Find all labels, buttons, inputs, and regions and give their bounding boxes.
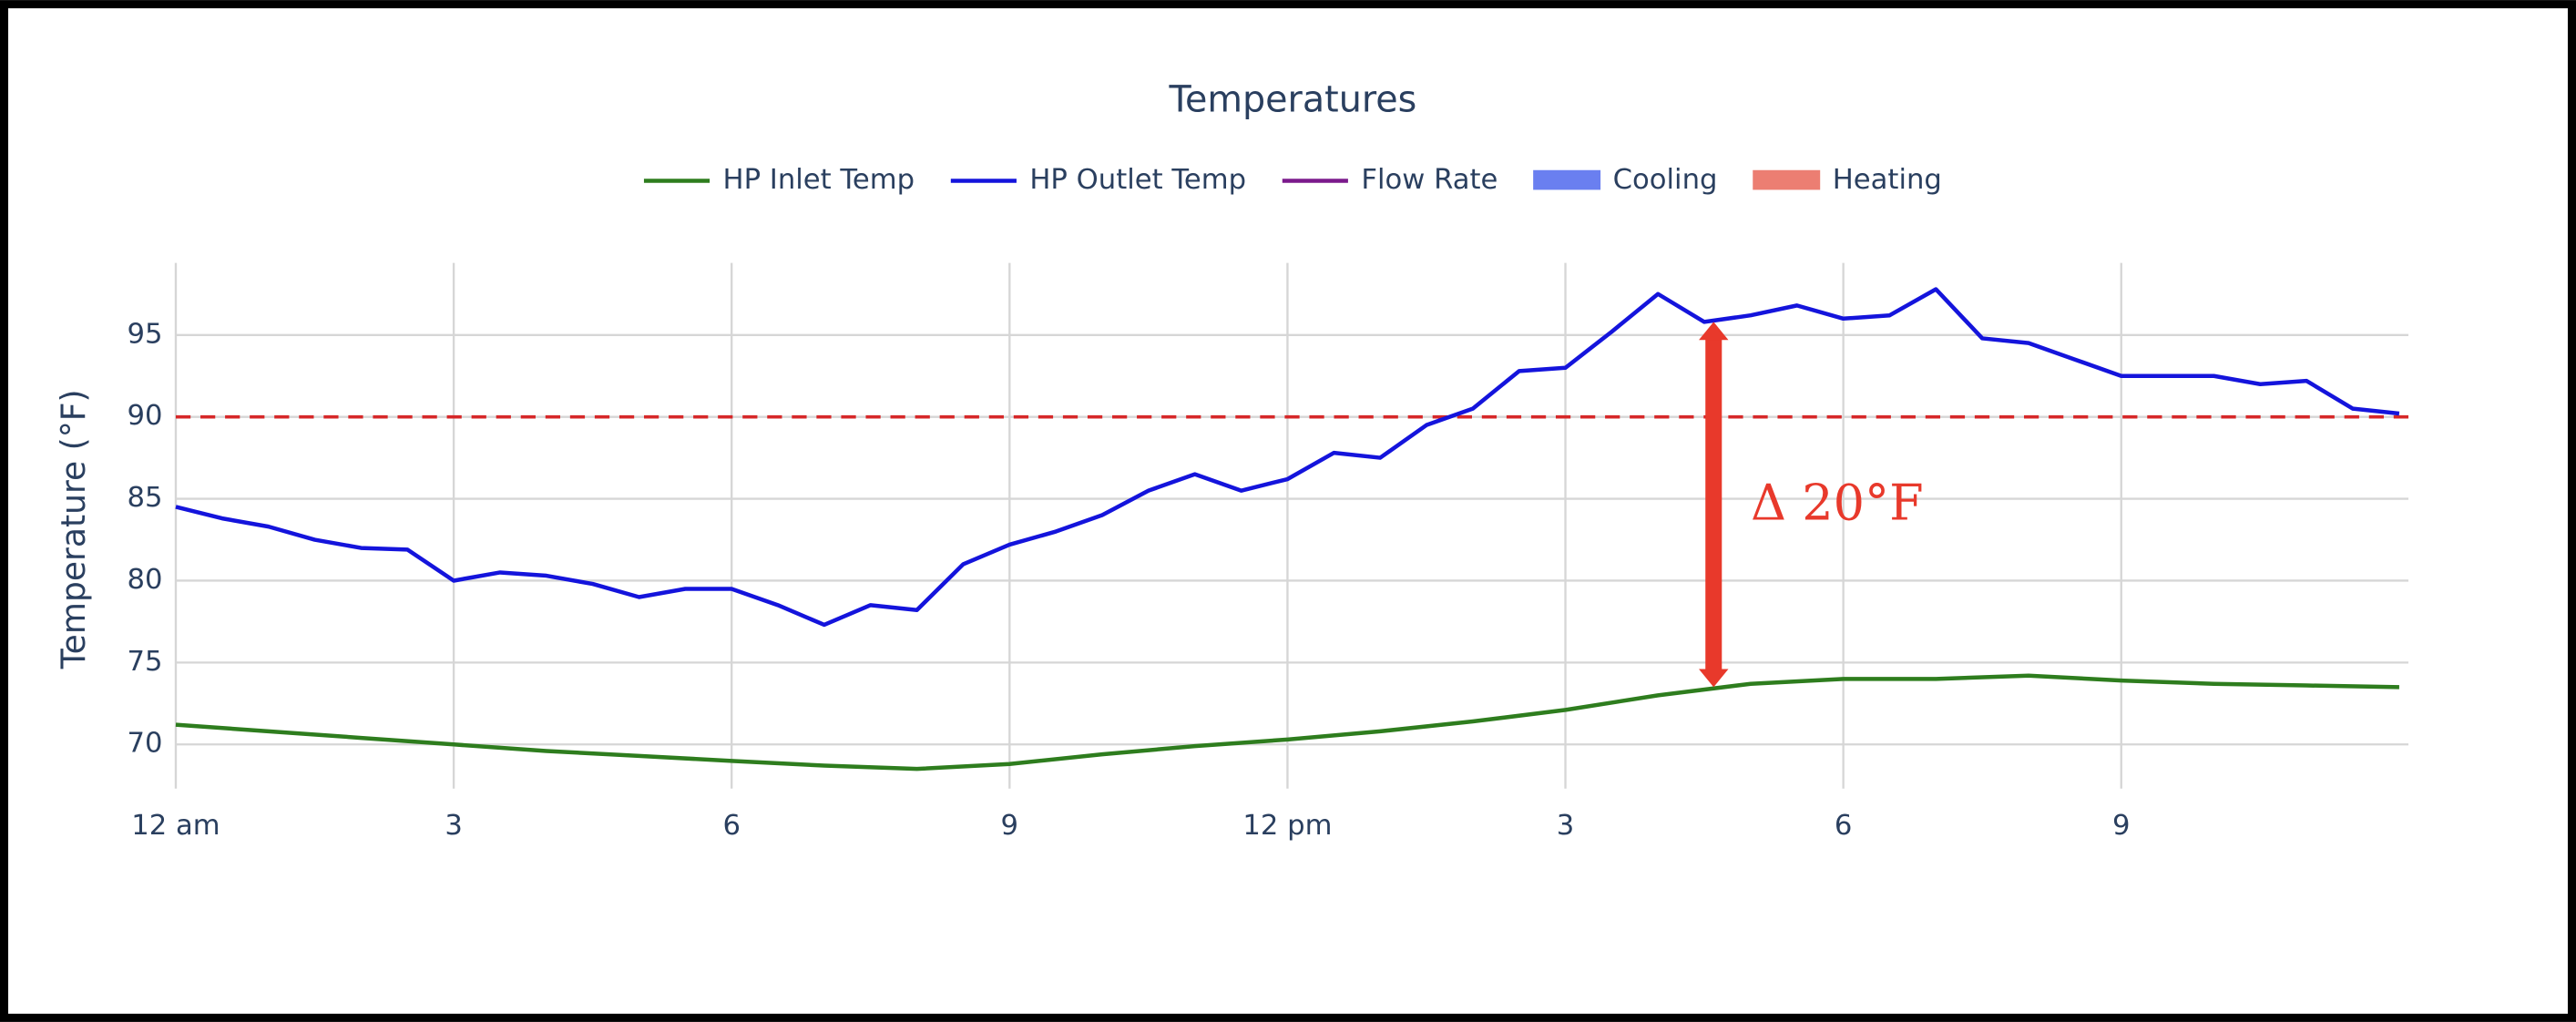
- chart-title: Temperatures: [1168, 78, 1416, 120]
- legend-label: Heating: [1833, 164, 1942, 196]
- x-tick-label: 12 am: [131, 810, 220, 842]
- y-axis-label: Temperature (°F): [55, 389, 93, 669]
- y-tick-label: 70: [128, 728, 163, 760]
- x-tick-label: 9: [1001, 810, 1019, 842]
- legend-label: Cooling: [1613, 164, 1718, 196]
- legend: HP Inlet Temp HP Outlet Temp Flow Rate Cool…: [643, 164, 1942, 196]
- arrow-head: [1699, 669, 1729, 688]
- arrow-head: [1699, 322, 1729, 341]
- legend-label: HP Outlet Temp: [1029, 164, 1246, 196]
- y-tick-label: 90: [128, 400, 163, 432]
- annotation: Δ 20°F: [1751, 475, 1924, 532]
- legend-swatch: [1753, 169, 1821, 190]
- x-tick-label: 12 pm: [1242, 810, 1332, 842]
- y-tick-label: 75: [128, 646, 163, 678]
- x-tick-label: 3: [1557, 810, 1575, 842]
- x-tick-label: 6: [722, 810, 741, 842]
- y-tick-label: 80: [128, 564, 163, 596]
- x-tick-label: 3: [445, 810, 463, 842]
- x-tick-label: 9: [2112, 810, 2131, 842]
- series-line: [175, 673, 2399, 772]
- legend-label: Flow Rate: [1361, 164, 1498, 196]
- legend-swatch: [1533, 169, 1601, 190]
- legend-label: HP Inlet Temp: [723, 164, 915, 196]
- x-tick-label: 6: [1835, 810, 1853, 842]
- series-line: [175, 287, 2400, 628]
- y-tick-label: 85: [128, 482, 163, 514]
- y-tick-label: 95: [128, 318, 163, 350]
